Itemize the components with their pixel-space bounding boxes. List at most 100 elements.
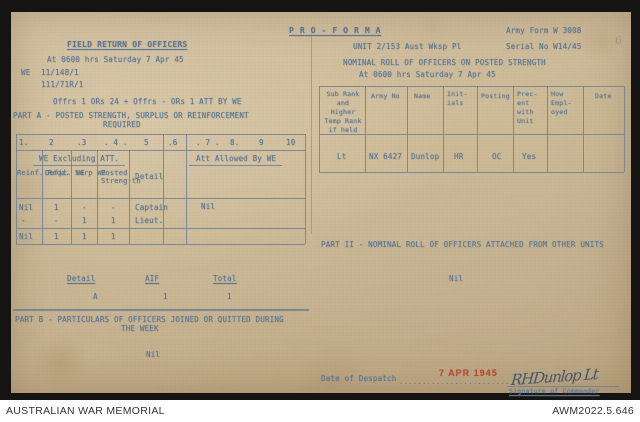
col-num-5: 5 bbox=[144, 138, 149, 147]
subheader-detail: Detail bbox=[135, 172, 164, 181]
army-form-number: Army Form W 3008 bbox=[506, 26, 582, 35]
summary-header-total: Total bbox=[213, 274, 237, 283]
vrule-7 bbox=[305, 134, 306, 244]
right-panel: P R O - F O R M A Army Form W 3008 UNIT … bbox=[289, 12, 631, 395]
row0-posted: - bbox=[111, 203, 116, 212]
row1-defic: - bbox=[54, 216, 59, 225]
row0-defic: 1 bbox=[54, 203, 59, 212]
rvrule-3 bbox=[443, 86, 444, 172]
part-b-heading-line1: PART B - PARTICULARS OF OFFICERS JOINED … bbox=[15, 315, 284, 324]
row0-detail: Captain bbox=[135, 203, 169, 212]
vrule-0 bbox=[16, 134, 17, 244]
row0-reinf: Nil bbox=[19, 203, 34, 212]
rrow0-name: Dunlop bbox=[411, 152, 440, 161]
part-a-heading-line1: PART A - POSTED STRENGTH, SURPLUS OR REI… bbox=[13, 111, 249, 120]
att-by-we-line: Offrs 1 ORs 24 + Offrs - ORs 1 ATT BY WE bbox=[53, 97, 242, 106]
summary-value-total: 1 bbox=[227, 292, 232, 301]
rvrule-8 bbox=[624, 86, 625, 172]
vrule-1 bbox=[42, 150, 43, 244]
vrule-4 bbox=[129, 150, 130, 244]
rvrule-2 bbox=[407, 86, 408, 172]
row1-surp: 1 bbox=[82, 216, 87, 225]
vrule-6 bbox=[186, 134, 187, 244]
unit-line: UNIT 2/153 Aust Wksp Pl bbox=[353, 42, 462, 51]
subheader-posted-strength: Posted Streng-th bbox=[101, 169, 141, 185]
table-rule-total bbox=[16, 244, 305, 245]
rvrule-7 bbox=[583, 86, 584, 172]
row1-detail: Lieut. bbox=[135, 216, 164, 225]
despatch-dots: ........................ bbox=[399, 378, 510, 386]
nominal-roll-title: NOMINAL ROLL OF OFFICERS ON POSTED STREN… bbox=[343, 58, 546, 67]
document-paper: FIELD RETURN OF OFFICERS At 0600 hrs Sat… bbox=[11, 12, 631, 395]
signature-caption: Signature of Commander bbox=[509, 387, 600, 395]
total-defic: 1 bbox=[54, 232, 59, 241]
col-num-10: 10 bbox=[286, 138, 296, 147]
row1-reinf: - bbox=[21, 216, 26, 225]
col-num-1: 1. bbox=[19, 138, 29, 147]
vrule-3 bbox=[97, 150, 98, 244]
credit-institution: AUSTRALIAN WAR MEMORIAL bbox=[6, 405, 165, 417]
part-b-divider bbox=[13, 309, 309, 311]
rcol-header-present: Prec-ent with Unit bbox=[517, 90, 538, 125]
col-num-4: . 4 . bbox=[104, 138, 128, 147]
rcol-header-employed: How Empl-oyed bbox=[551, 90, 572, 116]
serial-number: Serial No W14/45 bbox=[506, 42, 582, 51]
photo-frame: FIELD RETURN OF OFFICERS At 0600 hrs Sat… bbox=[11, 12, 631, 395]
table-rule-data bbox=[16, 228, 305, 229]
summary-value-detail: A bbox=[93, 292, 98, 301]
col-num-3: .3 bbox=[77, 138, 87, 147]
subheader-surp: Surp WE bbox=[75, 169, 106, 177]
vrule-2 bbox=[71, 150, 72, 244]
we-ref-1: 11/148/1 bbox=[41, 68, 79, 77]
rcol-header-name: Name bbox=[414, 92, 431, 100]
rvrule-4 bbox=[477, 86, 478, 172]
rrow0-initials: HR bbox=[454, 152, 464, 161]
field-return-title: FIELD RETURN OF OFFICERS bbox=[67, 40, 188, 49]
total-surp: 1 bbox=[82, 232, 87, 241]
rvrule-5 bbox=[513, 86, 514, 172]
vrule-5 bbox=[163, 134, 164, 244]
total-reinf: Nil bbox=[19, 232, 34, 241]
group-heading-right-underline bbox=[189, 165, 282, 166]
table-rule-top bbox=[16, 134, 305, 135]
center-divider bbox=[311, 34, 312, 234]
rtable-rule-bottom bbox=[319, 172, 624, 173]
table-rule-subheaders bbox=[16, 198, 305, 199]
att-allowed-value: Nil bbox=[201, 202, 216, 211]
left-panel: FIELD RETURN OF OFFICERS At 0600 hrs Sat… bbox=[11, 12, 311, 393]
credit-accession: AWM2022.5.646 bbox=[552, 405, 634, 417]
col-num-9: 9 bbox=[259, 138, 264, 147]
we-label: WE bbox=[21, 68, 31, 77]
nominal-roll-datetime: At 0600 hrs Saturday 7 Apr 45 bbox=[359, 70, 496, 79]
part-b-heading-line2: THE WEEK bbox=[121, 324, 159, 333]
rvrule-0 bbox=[319, 86, 320, 172]
group-heading-att-allowed: Att Allowed By WE bbox=[196, 154, 277, 163]
group-heading-left-underline bbox=[33, 165, 125, 166]
rcol-header-date: Date bbox=[595, 92, 612, 100]
rvrule-6 bbox=[547, 86, 548, 172]
subheader-defic: Defic. WE bbox=[45, 169, 85, 177]
rtable-rule-top bbox=[319, 86, 624, 87]
total-posted: 1 bbox=[111, 232, 116, 241]
rcol-header-army-no: Army No bbox=[371, 92, 400, 100]
rcol-header-rank: Sub Rank and Higher Temp Rank if held bbox=[324, 90, 362, 134]
subheader-reinf-1: Reinf. Reqd. bbox=[17, 169, 70, 177]
col-num-8: 8. bbox=[230, 138, 240, 147]
summary-header-aif: AIF bbox=[145, 274, 160, 283]
part-b-value: Nil bbox=[146, 350, 161, 359]
rtable-rule-headers bbox=[319, 134, 624, 135]
rcol-header-initials: Init-ials bbox=[447, 90, 468, 107]
pro-forma-title: P R O - F O R M A bbox=[289, 26, 382, 35]
signature-rule bbox=[507, 386, 619, 387]
rrow0-posting: OC bbox=[492, 152, 502, 161]
part-ii-heading: PART II - NOMINAL ROLL OF OFFICERS ATTAC… bbox=[321, 240, 604, 249]
table-rule-colnums bbox=[16, 150, 305, 151]
credit-bar: AUSTRALIAN WAR MEMORIAL AWM2022.5.646 bbox=[0, 400, 640, 422]
part-ii-value: Nil bbox=[449, 274, 464, 283]
rrow0-present: Yes bbox=[522, 152, 537, 161]
rrow0-army-no: NX 6427 bbox=[369, 152, 403, 161]
we-ref-2: 111/71R/1 bbox=[41, 80, 84, 89]
summary-header-detail: Detail bbox=[67, 274, 96, 283]
col-num-7: . 7 . bbox=[196, 138, 220, 147]
rrow0-rank: Lt bbox=[337, 152, 347, 161]
